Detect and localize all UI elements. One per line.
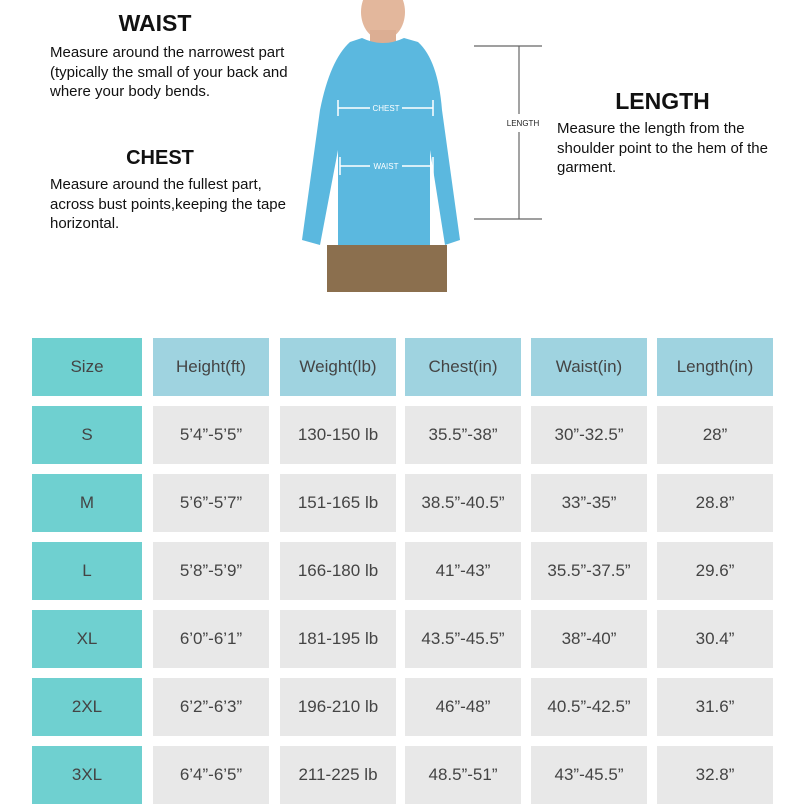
cell-length: 32.8” [657,746,773,804]
cell-height: 6’2”-6’3” [153,678,269,736]
cell-chest: 48.5”-51” [405,746,521,804]
waist-marker-label: WAIST [373,162,398,171]
waist-description: Measure around the narrowest part (typic… [50,44,288,100]
cell-size: M [32,474,142,532]
cell-weight: 196-210 lb [280,678,396,736]
cell-length: 29.6” [657,542,773,600]
cell-length: 28.8” [657,474,773,532]
cell-weight: 166-180 lb [280,542,396,600]
cell-waist: 33”-35” [531,474,647,532]
header-height: Height(ft) [153,338,269,396]
cell-weight: 211-225 lb [280,746,396,804]
cell-waist: 35.5”-37.5” [531,542,647,600]
cell-chest: 41”-43” [405,542,521,600]
header-weight: Weight(lb) [280,338,396,396]
cell-chest: 35.5”-38” [405,406,521,464]
header-waist: Waist(in) [531,338,647,396]
cell-length: 31.6” [657,678,773,736]
cell-weight: 151-165 lb [280,474,396,532]
cell-height: 5’6”-5’7” [153,474,269,532]
cell-height: 6’0”-6’1” [153,610,269,668]
cell-height: 5’4”-5’5” [153,406,269,464]
header-chest: Chest(in) [405,338,521,396]
cell-length: 28” [657,406,773,464]
cell-waist: 43”-45.5” [531,746,647,804]
cell-size: 3XL [32,746,142,804]
model-head [361,0,405,40]
cell-size: L [32,542,142,600]
cell-size: XL [32,610,142,668]
waist-title: WAIST [118,10,192,36]
cell-chest: 43.5”-45.5” [405,610,521,668]
header-length: Length(in) [657,338,773,396]
chest-marker-label: CHEST [372,104,399,113]
cell-chest: 38.5”-40.5” [405,474,521,532]
chest-title: CHEST [126,147,194,169]
cell-waist: 30”-32.5” [531,406,647,464]
cell-height: 6’4”-6’5” [153,746,269,804]
length-title: LENGTH [615,88,710,114]
header-size: Size [32,338,142,396]
length-marker-label: LENGTH [507,119,540,128]
shirt [302,38,460,250]
length-description: Measure the length from the shoulder poi… [557,120,768,176]
cell-chest: 46”-48” [405,678,521,736]
cell-waist: 38”-40” [531,610,647,668]
cell-size: 2XL [32,678,142,736]
cell-length: 30.4” [657,610,773,668]
cell-weight: 181-195 lb [280,610,396,668]
cell-size: S [32,406,142,464]
model-shirt-figure: CHEST WAIST LENGTH [302,0,542,292]
cell-weight: 130-150 lb [280,406,396,464]
cell-height: 5’8”-5’9” [153,542,269,600]
cell-waist: 40.5”-42.5” [531,678,647,736]
pants [327,245,447,292]
chest-description: Measure around the fullest part, across … [50,176,286,232]
